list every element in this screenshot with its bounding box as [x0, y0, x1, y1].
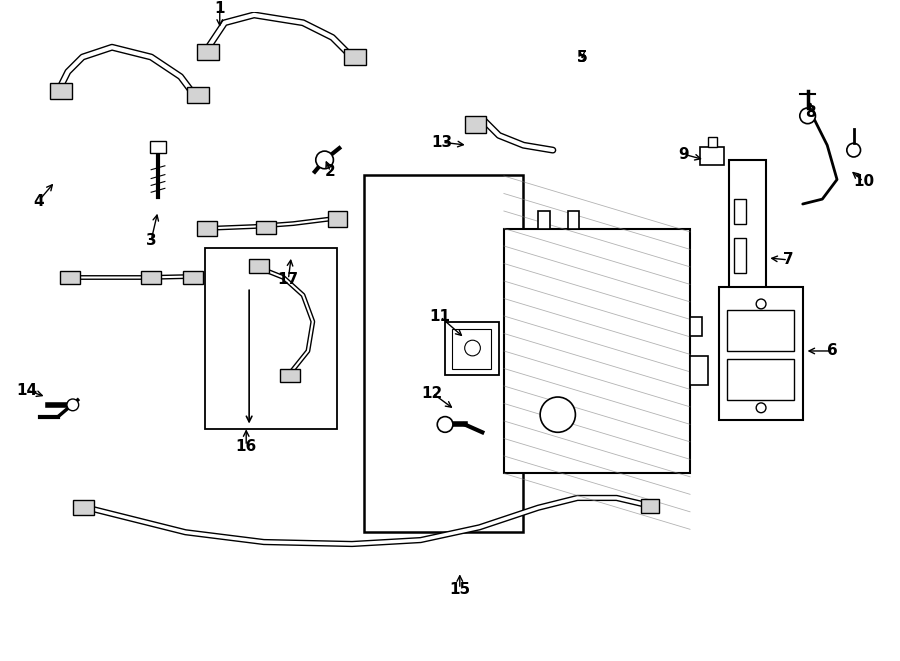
Bar: [281, 369, 300, 382]
Bar: [364, 175, 524, 532]
Circle shape: [800, 108, 815, 124]
Bar: [141, 270, 161, 284]
Bar: [727, 310, 794, 351]
Bar: [504, 229, 690, 473]
Bar: [344, 49, 365, 65]
Bar: [328, 211, 347, 227]
Text: 12: 12: [422, 385, 443, 401]
Text: 6: 6: [827, 344, 838, 358]
Bar: [690, 356, 707, 385]
Bar: [641, 499, 659, 513]
Bar: [197, 44, 219, 60]
Bar: [205, 248, 338, 430]
Text: 5: 5: [577, 50, 588, 65]
Circle shape: [464, 340, 481, 356]
Text: 5: 5: [577, 50, 588, 65]
Circle shape: [316, 151, 333, 169]
Bar: [464, 116, 486, 134]
Text: 10: 10: [853, 174, 874, 189]
Bar: [707, 137, 717, 147]
Circle shape: [756, 403, 766, 412]
Text: 1: 1: [214, 1, 225, 16]
Bar: [184, 270, 203, 284]
Bar: [60, 270, 79, 284]
Text: 2: 2: [325, 164, 336, 179]
Text: 16: 16: [236, 438, 256, 453]
Bar: [700, 147, 725, 165]
Text: 13: 13: [432, 135, 453, 150]
Bar: [690, 317, 702, 336]
Bar: [256, 221, 275, 235]
Bar: [73, 500, 94, 515]
Text: 7: 7: [783, 253, 793, 267]
Bar: [727, 359, 794, 400]
Bar: [734, 239, 746, 272]
Bar: [150, 141, 166, 153]
Circle shape: [437, 416, 453, 432]
Text: 9: 9: [678, 147, 688, 161]
Text: 15: 15: [449, 582, 471, 597]
Text: 11: 11: [429, 309, 451, 324]
Text: 8: 8: [806, 105, 816, 120]
Bar: [446, 322, 499, 375]
Circle shape: [540, 397, 575, 432]
Bar: [538, 211, 550, 229]
Text: 4: 4: [33, 194, 44, 209]
Bar: [197, 221, 217, 237]
Bar: [568, 211, 580, 229]
Bar: [249, 259, 269, 272]
Bar: [187, 87, 209, 103]
Bar: [719, 288, 803, 420]
Bar: [734, 199, 746, 223]
Circle shape: [67, 399, 78, 410]
Circle shape: [756, 299, 766, 309]
Bar: [452, 329, 491, 369]
Bar: [729, 160, 767, 312]
Bar: [50, 83, 72, 99]
Text: 3: 3: [146, 233, 157, 248]
Text: 17: 17: [278, 272, 299, 287]
Circle shape: [847, 143, 860, 157]
Text: 14: 14: [16, 383, 37, 398]
